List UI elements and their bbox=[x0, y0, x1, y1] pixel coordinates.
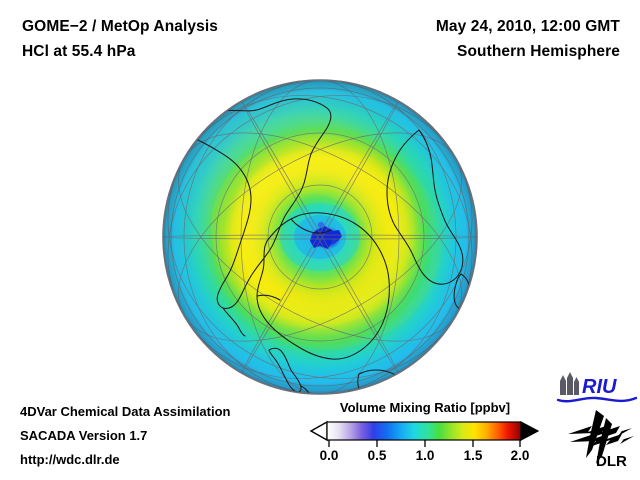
riu-logo: RIU bbox=[556, 371, 638, 405]
colorbar-ticks bbox=[328, 440, 521, 447]
timestamp-label: May 24, 2010, 12:00 GMT bbox=[435, 18, 620, 35]
colorbar-title: Volume Mixing Ratio [ppbv] bbox=[339, 400, 511, 415]
method-label: 4DVar Chemical Data Assimilation bbox=[20, 404, 231, 419]
page-title-instrument: GOME−2 / MetOp Analysis bbox=[22, 18, 218, 35]
colorbar-under-arrow bbox=[309, 420, 328, 442]
version-label: SACADA Version 1.7 bbox=[20, 428, 148, 443]
dlr-logo-text: DLR bbox=[596, 453, 627, 470]
colorbar-tick-labels: 0.0 0.5 1.0 1.5 2.0 bbox=[305, 448, 545, 470]
riu-wave-icon bbox=[556, 396, 638, 403]
colorbar-tick-0: 0.0 bbox=[319, 448, 339, 463]
colorbar-tick-3: 1.5 bbox=[463, 448, 483, 463]
dlr-logo: DLR bbox=[562, 406, 638, 470]
colorbar-tick-4: 2.0 bbox=[510, 448, 530, 463]
riu-tower-icon bbox=[560, 372, 579, 395]
colorbar-tick-1: 0.5 bbox=[367, 448, 387, 463]
globe-limb-outline bbox=[162, 79, 478, 395]
region-label: Southern Hemisphere bbox=[457, 43, 620, 60]
dlr-mark-icon bbox=[568, 410, 634, 464]
hcl-field-raster bbox=[163, 80, 477, 394]
colorbar-gradient-bar bbox=[309, 420, 540, 447]
orthographic-globe-map bbox=[161, 78, 479, 396]
source-url-label: http://wdc.dlr.de bbox=[20, 452, 120, 467]
riu-logo-text: RIU bbox=[582, 376, 617, 398]
colorbar-tick-2: 1.0 bbox=[415, 448, 435, 463]
colorbar: Volume Mixing Ratio [ppbv] bbox=[305, 400, 545, 472]
page-title-species: HCl at 55.4 hPa bbox=[22, 43, 136, 60]
colorbar-over-arrow bbox=[520, 421, 540, 441]
